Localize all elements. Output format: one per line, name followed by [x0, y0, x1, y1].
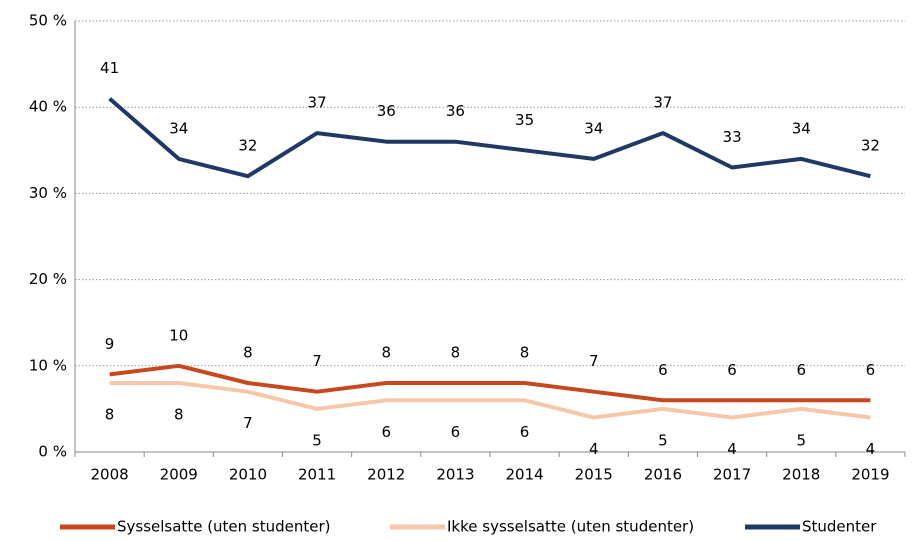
data-label: 6 [381, 423, 391, 441]
legend-label: Studenter [802, 518, 877, 536]
series-line [108, 97, 871, 179]
y-tick-label: 10 % [29, 356, 67, 374]
data-label: 6 [451, 423, 461, 441]
data-label: 10 [169, 326, 188, 344]
y-tick-label: 40 % [29, 98, 67, 116]
x-tick-label: 2017 [713, 466, 751, 484]
data-label: 33 [723, 128, 742, 146]
data-label: 6 [520, 423, 530, 441]
data-label: 34 [584, 119, 603, 137]
data-label: 8 [174, 406, 184, 424]
x-tick-label: 2016 [644, 466, 682, 484]
data-label: 4 [589, 440, 599, 458]
data-label: 4 [727, 440, 737, 458]
y-tick-label: 30 % [29, 184, 67, 202]
data-label: 6 [866, 361, 876, 379]
data-label: 8 [520, 344, 530, 362]
x-tick-label: 2011 [298, 466, 336, 484]
data-label: 6 [727, 361, 737, 379]
data-label: 9 [105, 335, 115, 353]
data-label: 32 [861, 137, 880, 155]
x-tick-label: 2012 [367, 466, 405, 484]
data-label: 7 [589, 352, 599, 370]
data-label: 32 [238, 137, 257, 155]
data-label: 8 [381, 344, 391, 362]
data-label: 7 [312, 352, 322, 370]
y-tick-label: 20 % [29, 270, 67, 288]
data-label: 6 [796, 361, 806, 379]
data-label: 41 [100, 59, 119, 77]
data-label: 4 [866, 440, 876, 458]
data-label: 37 [653, 94, 672, 112]
x-tick-label: 2013 [436, 466, 474, 484]
x-tick-label: 2019 [851, 466, 889, 484]
data-label: 8 [105, 406, 115, 424]
y-tick-label: 0 % [38, 443, 67, 461]
data-label: 5 [796, 431, 806, 449]
x-tick-label: 2018 [782, 466, 820, 484]
y-tick-label: 50 % [29, 12, 67, 30]
data-label: 34 [169, 119, 188, 137]
data-label: 36 [377, 102, 396, 120]
data-label: 8 [243, 344, 253, 362]
data-label: 37 [308, 94, 327, 112]
data-label: 5 [658, 431, 668, 449]
data-label: 7 [243, 414, 253, 432]
legend-label: Sysselsatte (uten studenter) [117, 518, 331, 536]
x-tick-label: 2015 [575, 466, 613, 484]
legend-label: Ikke sysselsatte (uten studenter) [447, 518, 694, 536]
x-tick-label: 2009 [160, 466, 198, 484]
x-tick-label: 2014 [505, 466, 543, 484]
data-label: 8 [451, 344, 461, 362]
series-line [109, 381, 871, 420]
x-tick-label: 2008 [90, 466, 128, 484]
data-label: 35 [515, 111, 534, 129]
data-label: 6 [658, 361, 668, 379]
data-label: 5 [312, 431, 322, 449]
x-tick-label: 2010 [229, 466, 267, 484]
data-label: 36 [446, 102, 465, 120]
series-line [109, 363, 871, 403]
data-label: 34 [792, 119, 811, 137]
